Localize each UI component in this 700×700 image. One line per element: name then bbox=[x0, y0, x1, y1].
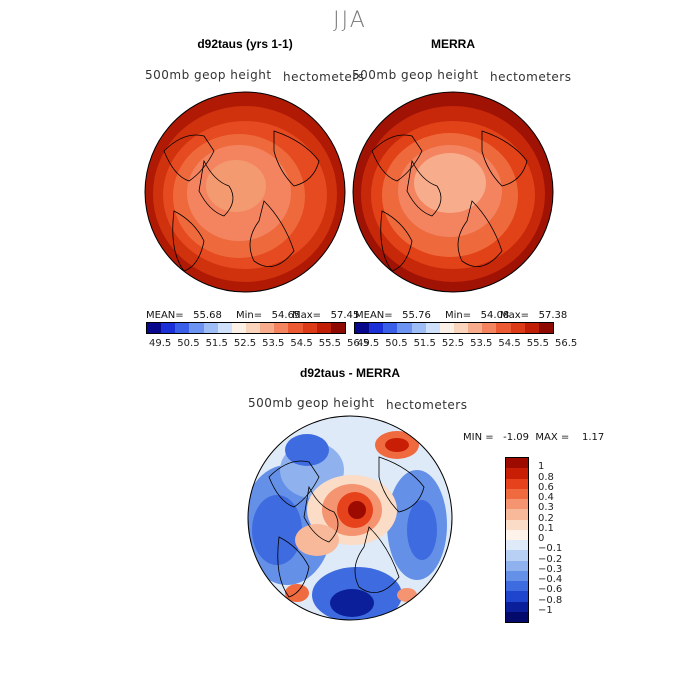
colorbar-swatch bbox=[506, 499, 528, 510]
colorbar-swatch bbox=[217, 323, 232, 333]
colorbar-tick-label: 51.5 bbox=[205, 338, 228, 349]
panel-1-units: hectometers bbox=[283, 70, 365, 84]
colorbar-swatch bbox=[482, 323, 497, 333]
colorbar-tick-label: −0.3 bbox=[538, 563, 563, 575]
colorbar-tick-label: 49.5 bbox=[357, 338, 380, 349]
colorbar-tick-label: 56.5 bbox=[555, 338, 578, 349]
colorbar-tick-label: 1 bbox=[538, 461, 545, 473]
colorbar-swatch bbox=[506, 581, 528, 592]
colorbar-tick-label: 0.6 bbox=[538, 481, 554, 493]
colorbar-tick-label: −0.6 bbox=[538, 584, 563, 596]
colorbar-swatch bbox=[288, 323, 303, 333]
panel-2-mean: MEAN= 55.76 bbox=[355, 310, 431, 321]
colorbar-tick-label: 0.1 bbox=[538, 522, 554, 534]
colorbar-swatch bbox=[506, 488, 528, 499]
panel-1-map bbox=[144, 91, 346, 293]
colorbar-tick-label: −0.2 bbox=[538, 553, 563, 565]
colorbar-tick-label: 53.5 bbox=[262, 338, 285, 349]
colorbar-tick-label: 55.5 bbox=[318, 338, 341, 349]
colorbar-swatch bbox=[383, 323, 398, 333]
colorbar-tick-label: 52.5 bbox=[441, 338, 465, 349]
panel-2-max: Max= 57.38 bbox=[500, 310, 568, 321]
colorbar-swatch bbox=[506, 468, 528, 479]
colorbar-tick-label: 0.2 bbox=[538, 512, 554, 524]
colorbar-swatch bbox=[245, 323, 261, 333]
colorbar-swatch bbox=[189, 323, 204, 333]
panel-2-map bbox=[352, 91, 554, 293]
colorbar-swatch bbox=[425, 323, 440, 333]
colorbar-swatch bbox=[506, 570, 528, 581]
colorbar-tick-label: −0.1 bbox=[538, 543, 563, 555]
panel-2-variable: 500mb geop height bbox=[352, 68, 479, 82]
colorbar-swatch bbox=[355, 323, 370, 333]
panel-2-units: hectometers bbox=[490, 70, 572, 84]
colorbar-swatch bbox=[506, 529, 528, 540]
colorbar-tick-label: 54.5 bbox=[290, 338, 313, 349]
colorbar-swatch bbox=[506, 519, 528, 530]
panel-1-min: Min= 54.65 bbox=[236, 310, 301, 321]
colorbar-swatch bbox=[260, 323, 275, 333]
colorbar-swatch bbox=[175, 323, 190, 333]
colorbar-tick-label: 51.5 bbox=[413, 338, 436, 349]
diff-units: hectometers bbox=[386, 398, 468, 412]
colorbar-tick-label: 0.8 bbox=[538, 471, 554, 483]
colorbar-swatch bbox=[397, 323, 412, 333]
diff-title: d92taus - MERRA bbox=[299, 366, 400, 380]
colorbar-swatch bbox=[161, 323, 176, 333]
colorbar-swatch bbox=[506, 560, 528, 571]
season-title: JJA bbox=[333, 8, 367, 33]
colorbar-tick-label: −0.4 bbox=[538, 574, 563, 585]
colorbar-tick-label: −0.8 bbox=[538, 594, 563, 606]
colorbar-tick-label: 50.5 bbox=[177, 338, 200, 349]
colorbar-swatch bbox=[506, 601, 528, 612]
colorbar-swatch bbox=[316, 323, 331, 333]
colorbar-swatch bbox=[506, 611, 528, 622]
colorbar-swatch bbox=[510, 323, 525, 333]
panel-1-max: Max= 57.45 bbox=[292, 310, 360, 321]
panel-2-colorbar bbox=[354, 322, 554, 334]
diff-colorbar bbox=[505, 457, 529, 623]
colorbar-swatch bbox=[506, 540, 528, 551]
colorbar-swatch bbox=[524, 323, 539, 333]
colorbar-tick-label: 49.5 bbox=[149, 338, 172, 349]
colorbar-swatch bbox=[496, 323, 511, 333]
colorbar-tick-label: 53.5 bbox=[470, 338, 493, 349]
colorbar-swatch bbox=[330, 323, 345, 333]
colorbar-tick-label: 0 bbox=[538, 533, 545, 544]
diff-variable: 500mb geop height bbox=[248, 396, 375, 410]
colorbar-tick-label: 0.3 bbox=[538, 502, 554, 514]
colorbar-swatch bbox=[506, 509, 528, 520]
colorbar-swatch bbox=[302, 323, 317, 333]
colorbar-swatch bbox=[506, 550, 528, 561]
colorbar-swatch bbox=[203, 323, 218, 333]
colorbar-tick-label: 55.5 bbox=[526, 338, 549, 349]
colorbar-swatch bbox=[411, 323, 426, 333]
colorbar-swatch bbox=[453, 323, 469, 333]
colorbar-swatch bbox=[274, 323, 289, 333]
colorbar-swatch bbox=[147, 323, 162, 333]
colorbar-tick-label: 54.5 bbox=[498, 338, 521, 349]
colorbar-swatch bbox=[369, 323, 384, 333]
panel-1-colorbar bbox=[146, 322, 346, 334]
colorbar-swatch bbox=[468, 323, 483, 333]
colorbar-tick-label: 0.4 bbox=[538, 492, 554, 503]
panel-2-min: Min= 54.08 bbox=[445, 310, 510, 321]
colorbar-swatch bbox=[538, 323, 553, 333]
colorbar-swatch bbox=[231, 323, 246, 333]
panel-1-variable: 500mb geop height bbox=[145, 68, 272, 82]
panel-1-title: d92taus (yrs 1-1) bbox=[197, 37, 293, 51]
colorbar-tick-label: 52.5 bbox=[233, 338, 257, 349]
panel-1-mean: MEAN= 55.68 bbox=[146, 310, 222, 321]
colorbar-swatch bbox=[439, 323, 454, 333]
diff-minmax: MIN = -1.09 MAX = 1.17 bbox=[463, 432, 605, 443]
colorbar-swatch bbox=[506, 478, 528, 489]
colorbar-tick-label: 56.5 bbox=[347, 338, 370, 349]
colorbar-swatch bbox=[506, 458, 528, 469]
colorbar-swatch bbox=[506, 591, 528, 602]
colorbar-tick-label: −1 bbox=[538, 604, 553, 616]
diff-map bbox=[247, 415, 453, 621]
colorbar-tick-label: 50.5 bbox=[385, 338, 408, 349]
panel-2-title: MERRA bbox=[431, 37, 475, 51]
